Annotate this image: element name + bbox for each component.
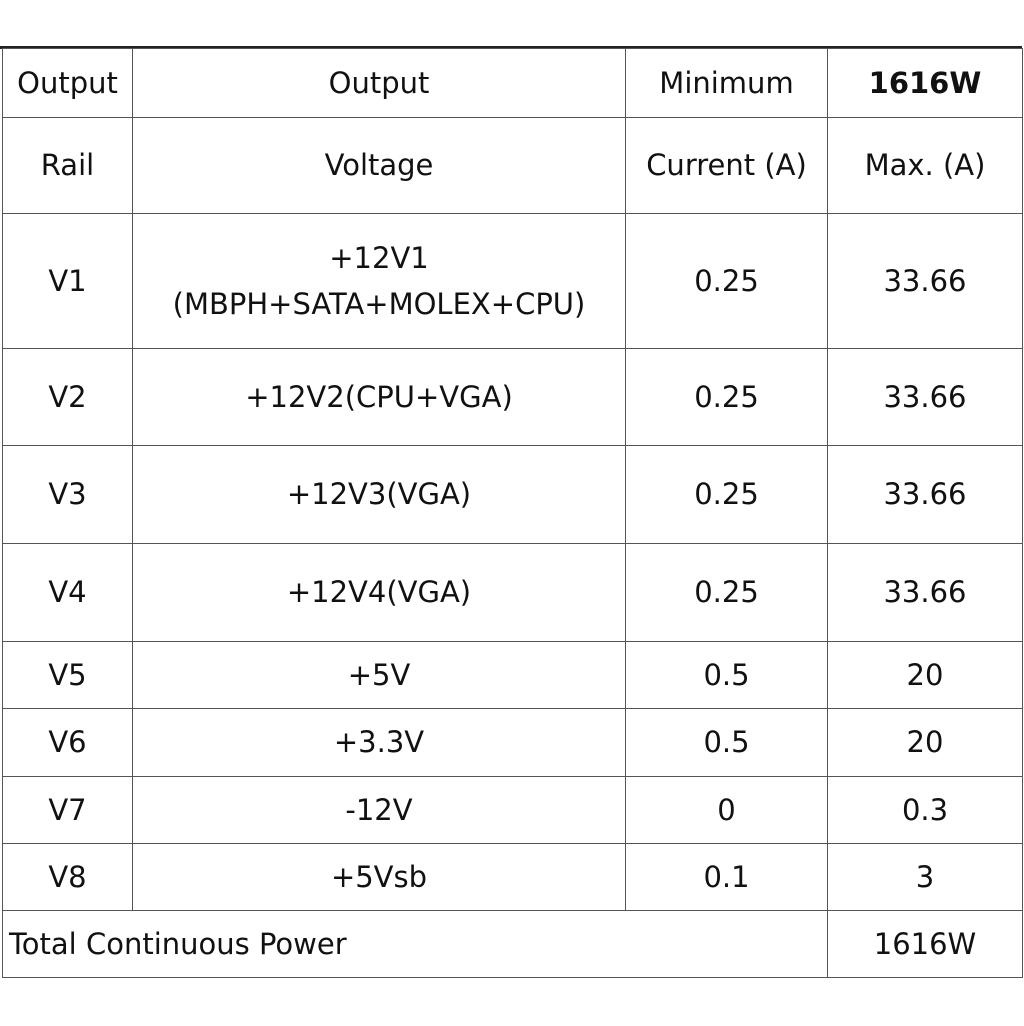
cell-text: V6: [48, 725, 87, 760]
cell-text: +12V1: [329, 240, 429, 275]
body-cell: -12V: [132, 776, 626, 844]
cell-text: 0.25: [694, 263, 759, 298]
footer-value: 1616W: [873, 926, 977, 961]
body-cell: 0.25: [625, 348, 828, 446]
header-cell: Minimum: [625, 48, 828, 118]
body-cell: 0.5: [625, 708, 828, 777]
body-cell: 33.66: [827, 213, 1023, 349]
body-cell: 0.1: [625, 843, 828, 911]
header-text: Output: [328, 65, 430, 100]
cell-text: 33.66: [883, 263, 967, 298]
header-cell: Voltage: [132, 117, 626, 214]
body-cell: +12V4(VGA): [132, 543, 626, 642]
footer-value-cell: 1616W: [827, 910, 1023, 978]
body-cell: 0.25: [625, 445, 828, 544]
body-cell: 20: [827, 708, 1023, 777]
body-cell: 3: [827, 843, 1023, 911]
body-cell: V8: [2, 843, 133, 911]
header-text: Minimum: [659, 65, 794, 100]
body-cell: V7: [2, 776, 133, 844]
cell-text: +3.3V: [333, 725, 425, 760]
header-text: Current (A): [646, 148, 807, 183]
cell-text: V4: [48, 575, 87, 610]
cell-text: V1: [48, 263, 87, 298]
cell-text: V8: [48, 859, 87, 894]
body-cell: 0.5: [625, 641, 828, 709]
body-cell: 0.25: [625, 543, 828, 642]
cell-text: V5: [48, 657, 87, 692]
cell-text: -12V: [345, 792, 413, 827]
body-cell: V6: [2, 708, 133, 777]
header-cell: Current (A): [625, 117, 828, 214]
cell-text: 0.1: [703, 859, 750, 894]
cell-text: +12V4(VGA): [286, 575, 472, 610]
header-cell: Max. (A): [827, 117, 1023, 214]
header-text: 1616W: [868, 65, 982, 100]
body-cell: 33.66: [827, 543, 1023, 642]
cell-text: 0.3: [901, 792, 949, 827]
body-cell: +12V1 (MBPH+SATA+MOLEX+CPU): [132, 213, 626, 349]
body-cell: 33.66: [827, 348, 1023, 446]
header-text: Voltage: [324, 148, 434, 183]
cell-text: 33.66: [883, 477, 967, 512]
cell-text: 33.66: [883, 379, 967, 414]
body-cell: 0.3: [827, 776, 1023, 844]
header-cell: 1616W: [827, 48, 1023, 118]
body-cell: V3: [2, 445, 133, 544]
body-cell: V1: [2, 213, 133, 349]
header-text: Rail: [40, 148, 95, 183]
cell-text: 0.25: [694, 477, 759, 512]
cell-text: 20: [906, 725, 944, 760]
header-cell: Output: [2, 48, 133, 118]
body-cell: 0: [625, 776, 828, 844]
cell-text: 3: [915, 859, 935, 894]
cell-text: +12V3(VGA): [286, 477, 472, 512]
body-cell: 33.66: [827, 445, 1023, 544]
cell-text: +5V: [347, 657, 411, 692]
cell-text: 0.5: [703, 657, 750, 692]
cell-text: +12V2(CPU+VGA): [245, 379, 513, 414]
cell-text: 0.25: [694, 379, 759, 414]
body-cell: V5: [2, 641, 133, 709]
body-cell: 20: [827, 641, 1023, 709]
body-cell: +3.3V: [132, 708, 626, 777]
header-text: Max. (A): [864, 148, 986, 183]
cell-text: (MBPH+SATA+MOLEX+CPU): [172, 287, 586, 321]
footer-label: Total Continuous Power: [9, 926, 347, 961]
cell-text: 33.66: [883, 575, 967, 610]
body-cell: V2: [2, 348, 133, 446]
header-cell: Output: [132, 48, 626, 118]
cell-text: V2: [48, 379, 87, 414]
body-cell: +12V3(VGA): [132, 445, 626, 544]
cell-text: V7: [48, 792, 87, 827]
cell-text: +5Vsb: [330, 859, 428, 894]
header-cell: Rail: [2, 117, 133, 214]
cell-text: 0: [717, 792, 736, 827]
footer-label-cell: Total Continuous Power: [2, 910, 828, 978]
header-text: Output: [17, 65, 118, 100]
body-cell: +12V2(CPU+VGA): [132, 348, 626, 446]
cell-text: 20: [906, 657, 944, 692]
body-cell: +5Vsb: [132, 843, 626, 911]
body-cell: 0.25: [625, 213, 828, 349]
cell-text: 0.5: [703, 725, 750, 760]
cell-text: 0.25: [694, 575, 759, 610]
cell-text: V3: [48, 477, 87, 512]
body-cell: V4: [2, 543, 133, 642]
body-cell: +5V: [132, 641, 626, 709]
table-top-border: [0, 46, 1022, 49]
